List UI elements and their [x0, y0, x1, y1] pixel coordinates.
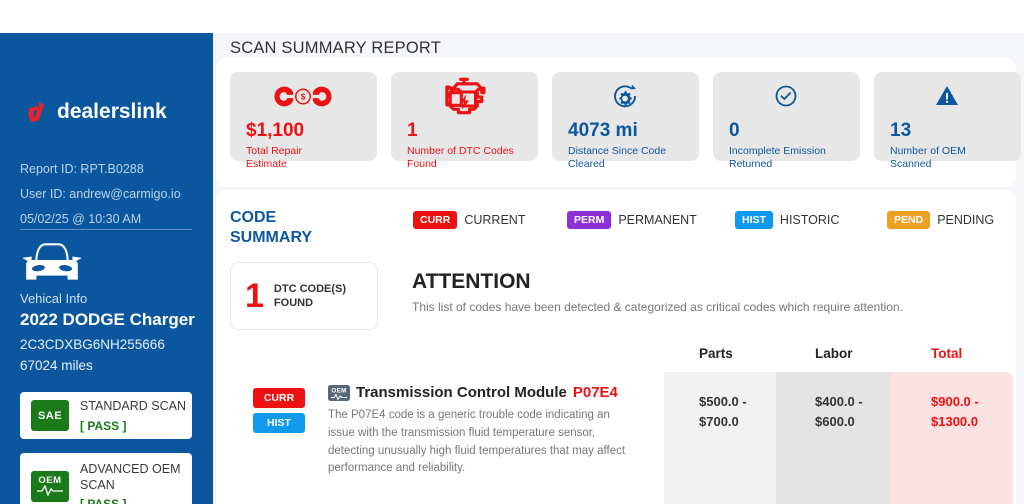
svg-text:$: $ — [301, 92, 306, 101]
svg-text:OEM: OEM — [331, 387, 346, 394]
